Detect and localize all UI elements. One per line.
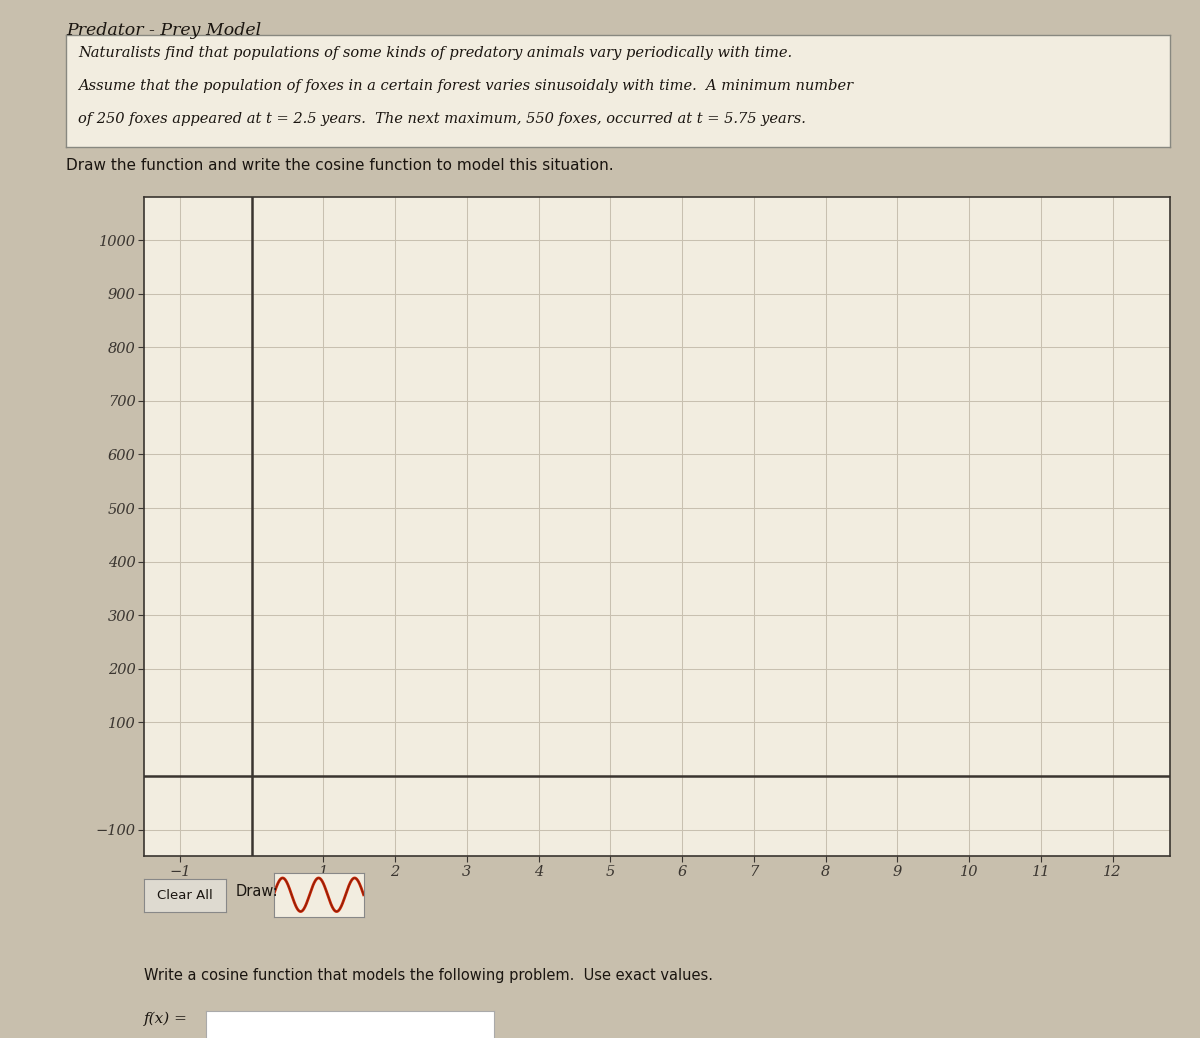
Text: Draw the function and write the cosine function to model this situation.: Draw the function and write the cosine f… [66,158,613,172]
Text: Assume that the population of foxes in a certain forest varies sinusoidaly with : Assume that the population of foxes in a… [78,79,853,92]
Text: f(x) =: f(x) = [144,1012,188,1027]
Text: of 250 foxes appeared at t = 2.5 years.  The next maximum, 550 foxes, occurred a: of 250 foxes appeared at t = 2.5 years. … [78,112,806,126]
Text: Write a cosine function that models the following problem.  Use exact values.: Write a cosine function that models the … [144,968,713,983]
Text: Predator - Prey Model: Predator - Prey Model [66,22,262,38]
Text: Naturalists find that populations of some kinds of predatory animals vary period: Naturalists find that populations of som… [78,46,792,59]
Text: Draw:: Draw: [235,884,278,899]
Text: Clear All: Clear All [157,890,212,902]
